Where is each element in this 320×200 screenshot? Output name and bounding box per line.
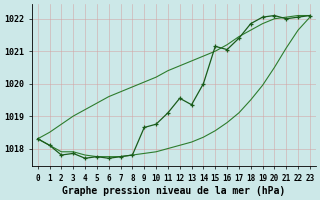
X-axis label: Graphe pression niveau de la mer (hPa): Graphe pression niveau de la mer (hPa) — [62, 186, 285, 196]
